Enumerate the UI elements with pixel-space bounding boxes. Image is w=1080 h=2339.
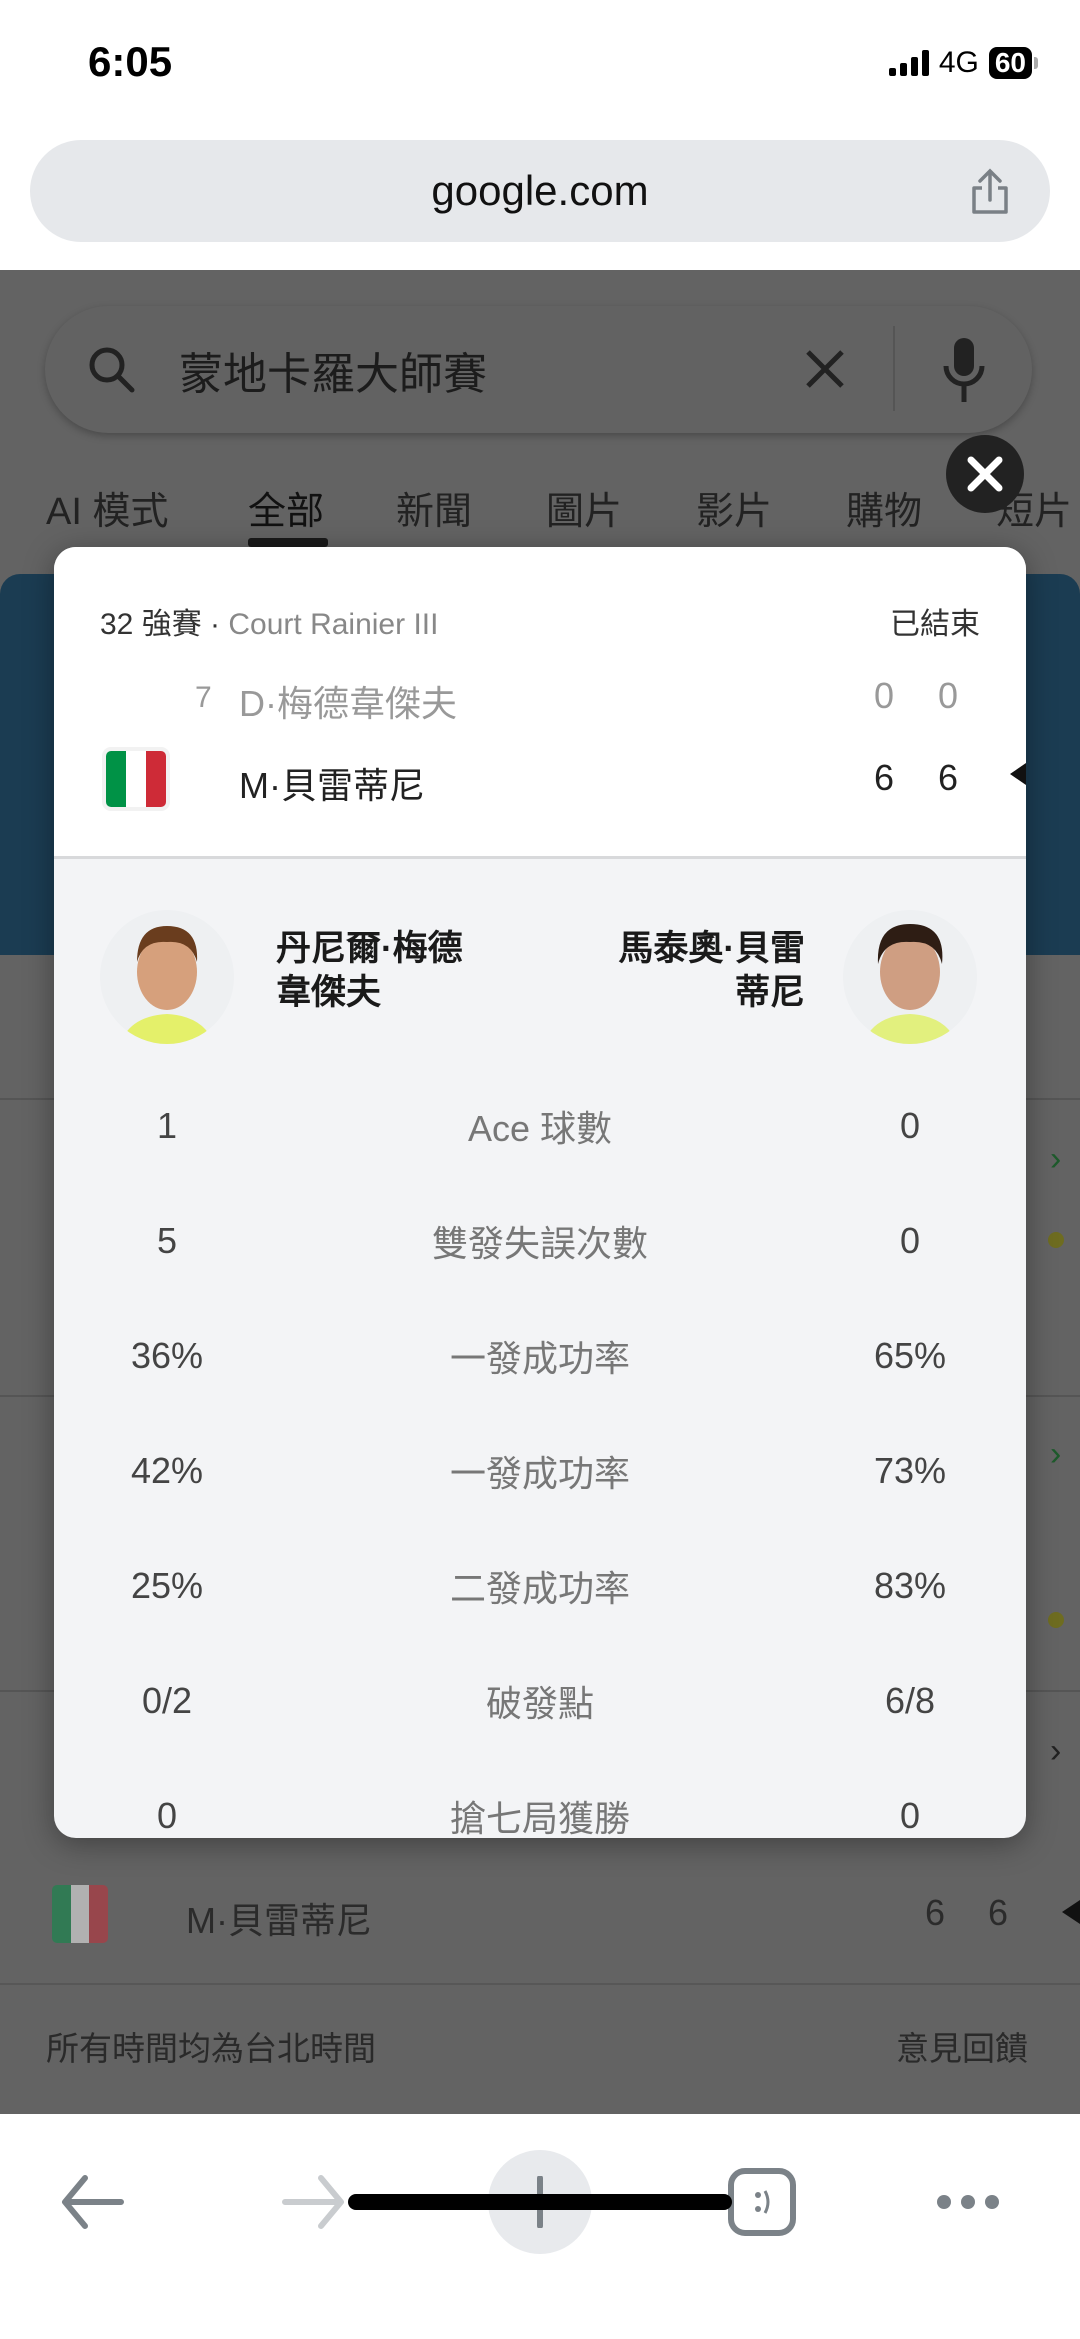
home-indicator (348, 2194, 732, 2210)
match-round: 32 強賽 · (100, 608, 229, 641)
forward-button[interactable] (264, 2152, 364, 2252)
tab-news[interactable]: 新聞 (396, 491, 473, 533)
stat-label: Ace 球數 (467, 1108, 613, 1149)
back-button[interactable] (42, 2152, 142, 2252)
bg-set-score: 6 (988, 1892, 1009, 1933)
italy-flag-icon (106, 751, 166, 807)
stat-right-value: 0 (899, 1105, 921, 1146)
stat-right-value: 0 (899, 1795, 921, 1836)
set-score: 0 (938, 675, 959, 716)
stat-left-value: 25% (130, 1565, 204, 1606)
stat-left-value: 36% (130, 1335, 204, 1376)
tab-videos[interactable]: 影片 (696, 491, 773, 533)
set-score: 0 (874, 675, 895, 716)
tab-all[interactable]: 全部 (248, 491, 325, 533)
stat-label: 一發成功率 (449, 1338, 631, 1379)
name-line: 蒂尼 (734, 973, 805, 1012)
match-status: 已結束 (890, 608, 980, 641)
bg-set-score: 6 (925, 1892, 946, 1933)
chevron-right-icon[interactable]: › (1050, 1732, 1062, 1770)
active-tab-indicator (248, 538, 328, 547)
divider (0, 1983, 1080, 1985)
name-line: 馬泰奧·貝雷 (618, 929, 805, 968)
italy-flag-icon (52, 1885, 108, 1943)
avatar (100, 910, 234, 1044)
player-seed: 7 (195, 681, 212, 714)
stat-left-value: 1 (156, 1105, 178, 1146)
search-tabs: AI 模式 全部 新聞 圖片 影片 購物 短片 (0, 480, 1080, 547)
bg-player-name: M·貝雷蒂尼 (186, 1900, 372, 1941)
court-name: Court Rainier III (228, 608, 439, 641)
close-icon (967, 456, 1003, 492)
stat-right-value: 73% (873, 1450, 947, 1491)
chevron-right-icon[interactable]: › (1050, 1140, 1062, 1178)
tab-shopping[interactable]: 購物 (846, 491, 923, 533)
url-text: google.com (431, 167, 649, 214)
clear-icon[interactable] (802, 346, 848, 392)
status-indicators: 4G 60 (888, 46, 1039, 80)
share-icon[interactable] (968, 168, 1012, 216)
status-time: 6:05 (88, 38, 173, 85)
stat-left-value: 0 (156, 1795, 178, 1836)
more-button[interactable] (918, 2152, 1018, 2252)
arrow-right-icon (282, 2175, 344, 2229)
player-full-name: 馬泰奧·貝雷 蒂尼 (545, 927, 805, 1015)
stat-label: 二發成功率 (449, 1568, 631, 1609)
set-score: 6 (938, 757, 959, 798)
stat-right-value: 65% (873, 1335, 947, 1376)
stat-label: 搶七局獲勝 (449, 1798, 631, 1838)
network-type: 4G (938, 46, 979, 79)
tab-images[interactable]: 圖片 (546, 491, 623, 533)
match-stats-dialog: 32 強賽 · Court Rainier III 已結束 7 D·梅德韋傑夫 … (54, 547, 1026, 1838)
player-name: M·貝雷蒂尼 (239, 765, 425, 806)
name-line: 韋傑夫 (276, 973, 382, 1012)
set-score: 6 (874, 757, 895, 798)
winner-arrow-icon (1010, 763, 1026, 785)
more-icon (937, 2195, 999, 2209)
close-button[interactable] (946, 435, 1024, 513)
live-dot (1048, 1232, 1064, 1248)
microphone-icon[interactable] (940, 336, 988, 404)
player-full-name: 丹尼爾·梅德 韋傑夫 (276, 927, 536, 1015)
address-bar[interactable]: google.com (30, 140, 1050, 242)
name-line: 丹尼爾·梅德 (276, 929, 463, 968)
search-box[interactable]: 蒙地卡羅大師賽 (45, 306, 1032, 433)
chevron-right-icon[interactable]: › (1050, 1435, 1062, 1473)
stat-label: 破發點 (485, 1683, 595, 1724)
divider (893, 326, 895, 411)
stat-label: 雙發失誤次數 (431, 1223, 649, 1264)
tab-ai-mode[interactable]: AI 模式 (46, 491, 169, 533)
battery-icon: 60 (988, 47, 1039, 79)
stat-right-value: 83% (873, 1565, 947, 1606)
tab-switcher-icon (728, 2168, 796, 2236)
browser-toolbar (0, 2114, 1080, 2339)
arrow-left-icon (62, 2175, 124, 2229)
signal-icon (888, 50, 929, 76)
winner-arrow-icon (1062, 1900, 1080, 1924)
stat-right-value: 6/8 (884, 1680, 936, 1721)
feedback-link[interactable]: 意見回饋 (896, 2030, 1028, 2067)
match-header: 32 強賽 · Court Rainier III 已結束 7 D·梅德韋傑夫 … (54, 547, 1026, 859)
timezone-note: 所有時間均為台北時間 (46, 2030, 376, 2067)
live-dot (1048, 1612, 1064, 1628)
stat-right-value: 0 (899, 1220, 921, 1261)
stat-label: 一發成功率 (449, 1453, 631, 1494)
player-name: D·梅德韋傑夫 (239, 683, 457, 724)
stat-left-value: 5 (156, 1220, 178, 1261)
stat-left-value: 0/2 (141, 1680, 193, 1721)
avatar (843, 910, 977, 1044)
search-icon (89, 347, 135, 392)
match-info: 32 強賽 · Court Rainier III (100, 599, 438, 643)
stat-left-value: 42% (130, 1450, 204, 1491)
search-query: 蒙地卡羅大師賽 (179, 349, 487, 399)
